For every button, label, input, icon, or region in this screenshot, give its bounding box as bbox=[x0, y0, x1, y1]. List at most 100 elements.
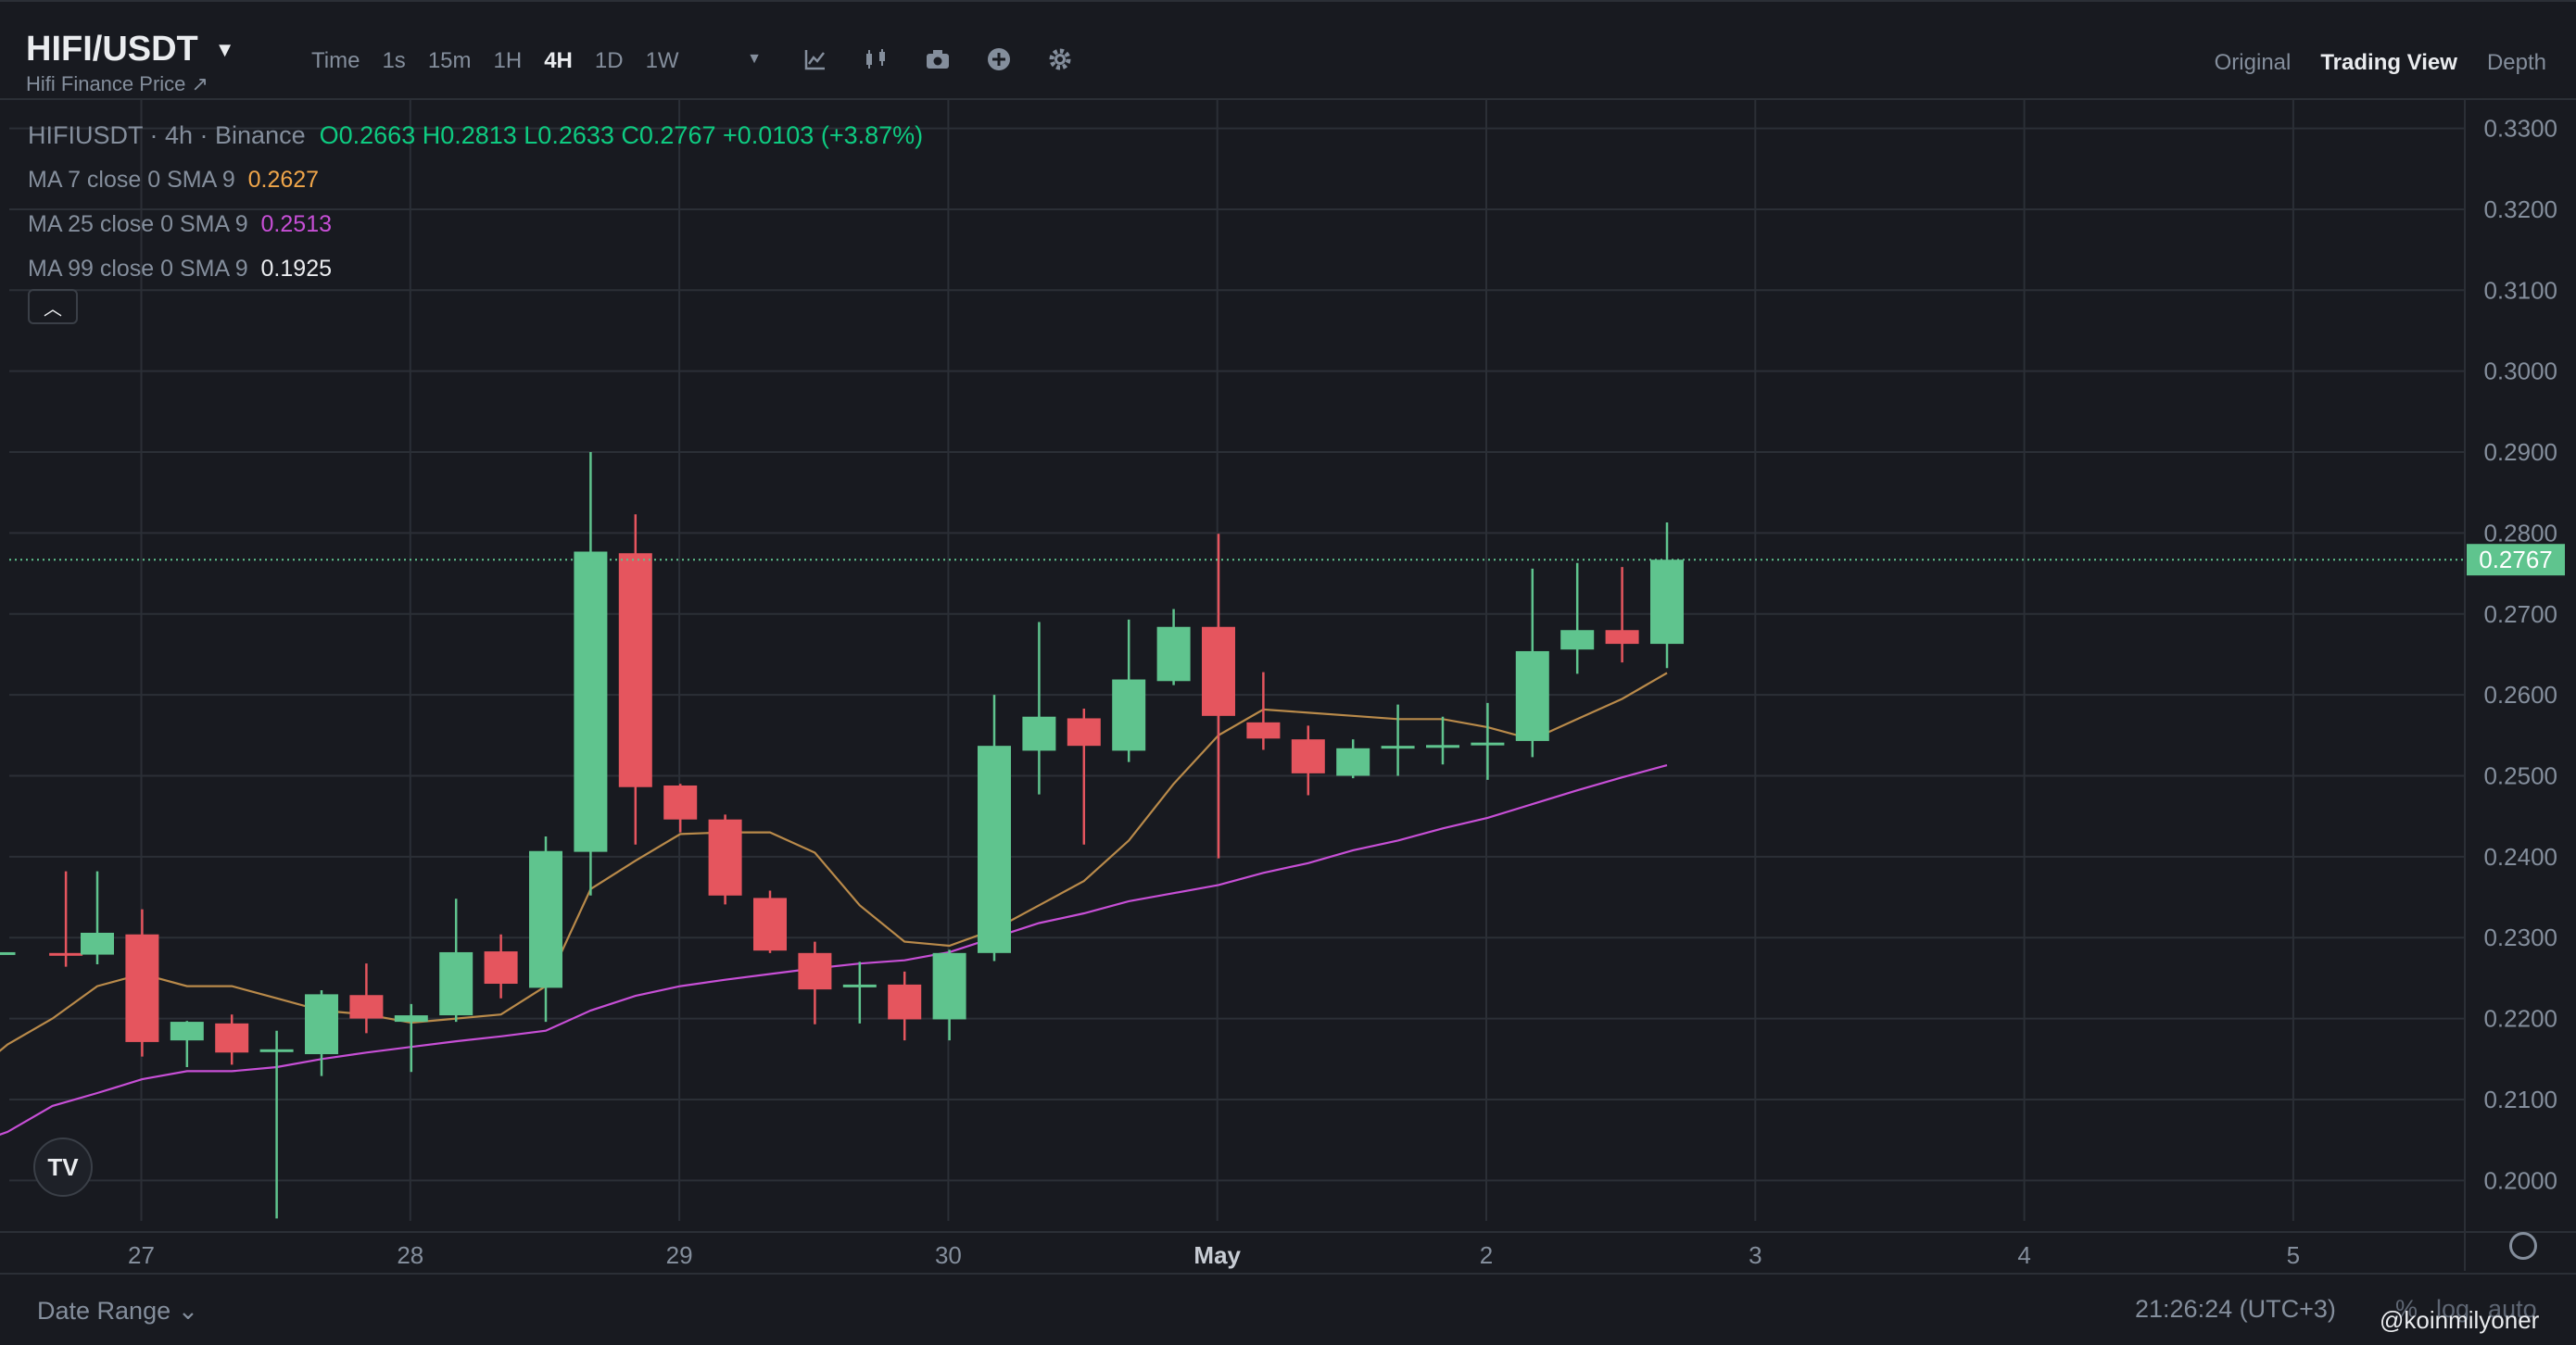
symbol-selector[interactable]: HIFI/USDT ▼ bbox=[26, 30, 235, 69]
candle bbox=[1381, 704, 1415, 776]
price-tick-label: 0.2700 bbox=[2483, 600, 2557, 628]
interval-1w[interactable]: 1W bbox=[645, 48, 679, 73]
candle-body bbox=[753, 898, 787, 951]
time-tick-label: 28 bbox=[397, 1241, 423, 1269]
candle-body bbox=[932, 952, 966, 1020]
ma7-label: MA 7 close 0 SMA 9 bbox=[28, 167, 235, 193]
candle bbox=[932, 949, 966, 1041]
candle bbox=[798, 941, 832, 1024]
add-icon[interactable] bbox=[986, 46, 1012, 72]
candles-layer bbox=[0, 452, 1684, 1219]
ma7-value: 0.2627 bbox=[247, 167, 320, 193]
collapse-legend-button[interactable]: ︿ bbox=[28, 289, 78, 324]
last-price-label: 0.2767 bbox=[2479, 546, 2553, 573]
percent-toggle[interactable]: % bbox=[2395, 1295, 2418, 1323]
ma7-layer bbox=[0, 672, 1668, 1052]
candle-body bbox=[1156, 626, 1191, 682]
auto-toggle[interactable]: auto bbox=[2488, 1295, 2537, 1323]
legend-ma25[interactable]: MA 25 close 0 SMA 9 0.2513 bbox=[28, 202, 923, 246]
date-range-button[interactable]: Date Range ⌄ bbox=[37, 1297, 199, 1325]
candle-type-icon[interactable] bbox=[864, 46, 890, 72]
candle-body bbox=[1650, 559, 1684, 645]
candle bbox=[0, 951, 16, 955]
candle-body bbox=[49, 952, 83, 956]
scale-options: % log auto bbox=[2395, 1295, 2537, 1324]
candle-body bbox=[1605, 630, 1639, 645]
candle-body bbox=[663, 785, 698, 820]
time-tick-label: 27 bbox=[128, 1241, 155, 1269]
interval-1h[interactable]: 1H bbox=[493, 48, 523, 73]
candle bbox=[349, 963, 384, 1034]
candle-body bbox=[888, 984, 922, 1020]
candle-body bbox=[1560, 630, 1595, 650]
interval-4h[interactable]: 4H bbox=[544, 48, 573, 73]
candle-body bbox=[1291, 739, 1325, 773]
interval-tabs: Time 1s 15m 1H 4H 1D 1W bbox=[311, 48, 679, 74]
clock: 21:26:24 (UTC+3) bbox=[2135, 1295, 2336, 1323]
interval-1d[interactable]: 1D bbox=[594, 48, 624, 73]
interval-time[interactable]: Time bbox=[311, 48, 360, 73]
candle-body bbox=[1336, 748, 1370, 776]
candle bbox=[842, 962, 877, 1024]
candle bbox=[574, 452, 608, 896]
symbol-subtitle-link[interactable]: Hifi Finance Price ↗ bbox=[26, 72, 208, 95]
candle bbox=[49, 871, 83, 967]
candle-body bbox=[394, 1015, 428, 1023]
candle bbox=[888, 971, 922, 1041]
candle bbox=[215, 1014, 249, 1065]
candle bbox=[529, 836, 562, 1023]
caret-down-icon: ▼ bbox=[214, 37, 235, 61]
caret-down-icon[interactable]: ▼ bbox=[747, 51, 762, 67]
chart-legend: HIFIUSDT · 4h · Binance O0.2663 H0.2813 … bbox=[28, 113, 923, 291]
price-tick-label: 0.3200 bbox=[2483, 195, 2557, 223]
watermark: @koinmilyoner bbox=[2380, 1306, 2540, 1334]
candle-body bbox=[574, 551, 608, 852]
time-tick-label: 2 bbox=[1480, 1241, 1493, 1269]
indicators-icon[interactable] bbox=[802, 46, 828, 72]
gear-icon[interactable] bbox=[1047, 46, 1073, 72]
candle-body bbox=[1202, 626, 1235, 716]
candle bbox=[259, 1030, 294, 1219]
candle bbox=[618, 514, 652, 845]
axis-settings-icon[interactable] bbox=[2509, 1232, 2537, 1260]
toolbar: HIFI/USDT ▼ Hifi Finance Price ↗ Time 1s… bbox=[0, 0, 2576, 100]
candle-body bbox=[1022, 716, 1056, 751]
chart-tools: ▼ bbox=[741, 46, 1073, 72]
price-tick-label: 0.2100 bbox=[2483, 1086, 2557, 1113]
candle bbox=[484, 934, 518, 999]
candle bbox=[1112, 619, 1146, 762]
candle bbox=[394, 1003, 428, 1073]
candle bbox=[305, 990, 338, 1076]
time-tick-label: 4 bbox=[2017, 1241, 2030, 1269]
view-trading-view[interactable]: Trading View bbox=[2320, 50, 2457, 75]
candlestick-chart[interactable]: 0.2000 0.2100 0.2200 0.2300 0.2400 0.2500 0.26… bbox=[0, 100, 2576, 1271]
camera-icon[interactable] bbox=[925, 46, 951, 72]
price-tick-label: 0.2500 bbox=[2483, 761, 2557, 789]
price-axis: 0.2000 0.2100 0.2200 0.2300 0.2400 0.2500 0.26… bbox=[2483, 115, 2557, 1195]
legend-ma99[interactable]: MA 99 close 0 SMA 9 0.1925 bbox=[28, 246, 923, 291]
candle bbox=[753, 890, 787, 953]
candle-body bbox=[305, 994, 338, 1055]
log-toggle[interactable]: log bbox=[2436, 1295, 2470, 1323]
candle bbox=[1471, 702, 1505, 780]
legend-ma7[interactable]: MA 7 close 0 SMA 9 0.2627 bbox=[28, 157, 923, 202]
price-tick-label: 0.2200 bbox=[2483, 1005, 2557, 1033]
view-depth[interactable]: Depth bbox=[2486, 50, 2546, 75]
candle bbox=[1246, 672, 1281, 750]
time-tick-label: May bbox=[1193, 1241, 1241, 1269]
candle-body bbox=[978, 746, 1011, 953]
interval-1s[interactable]: 1s bbox=[382, 48, 406, 73]
view-original[interactable]: Original bbox=[2214, 50, 2292, 75]
candle bbox=[1291, 725, 1325, 796]
candle-body bbox=[842, 984, 877, 987]
candle bbox=[1202, 534, 1235, 859]
legend-ohlc: O0.2663 H0.2813 L0.2633 C0.2767 +0.0103 … bbox=[319, 121, 924, 149]
candle bbox=[1156, 609, 1191, 685]
tradingview-logo-icon[interactable]: TV bbox=[33, 1138, 93, 1197]
candle bbox=[1560, 562, 1595, 674]
interval-15m[interactable]: 15m bbox=[427, 48, 472, 73]
time-tick-label: 3 bbox=[1749, 1241, 1762, 1269]
price-tick-label: 0.3000 bbox=[2483, 358, 2557, 385]
price-tick-label: 0.2600 bbox=[2483, 681, 2557, 709]
legend-symbol: HIFIUSDT · 4h · Binance bbox=[28, 121, 306, 149]
